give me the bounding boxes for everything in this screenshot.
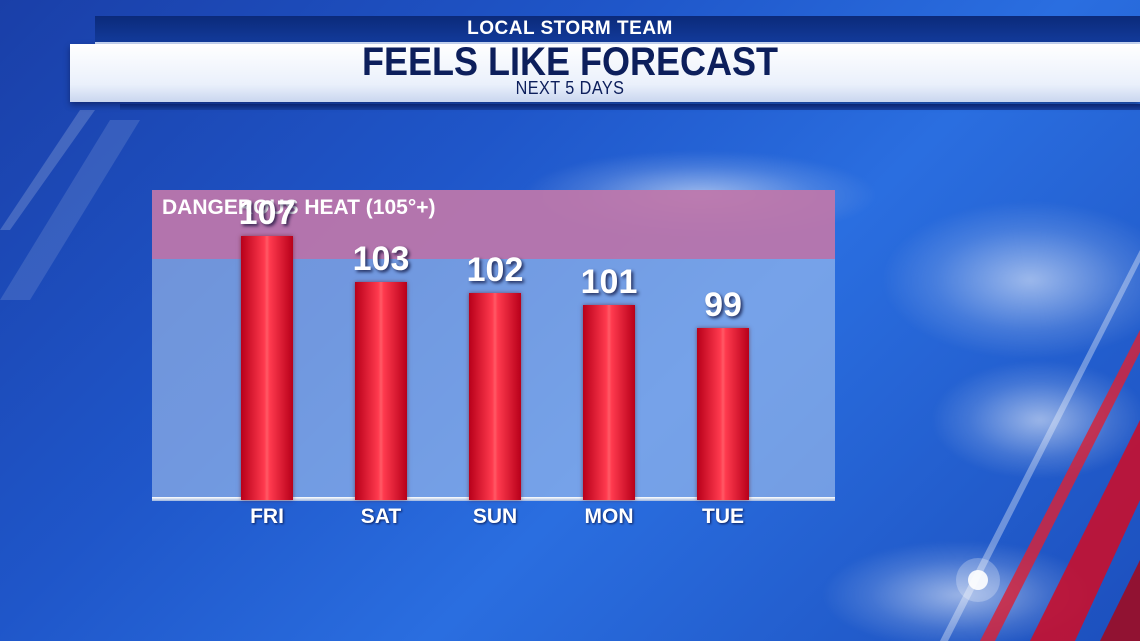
cloud-decoration <box>880 200 1140 360</box>
bar-tue <box>697 327 749 500</box>
category-label: SAT <box>360 505 402 528</box>
bar-sun <box>469 293 521 500</box>
header-top-bar <box>95 16 1140 44</box>
bar-sat <box>355 281 407 500</box>
bar-value-label: 102 <box>466 251 524 290</box>
bar-fri <box>241 235 293 500</box>
page-subtitle: NEXT 5 DAYS <box>515 78 625 98</box>
header-underline <box>120 104 1140 110</box>
bar-value-label: 103 <box>352 239 410 278</box>
brand-label: LOCAL STORM TEAM <box>467 18 673 39</box>
bar-value-label: 99 <box>704 285 742 324</box>
bar-value-label: 107 <box>238 193 296 232</box>
category-label: SUN <box>472 505 518 528</box>
bar-mon <box>583 304 635 500</box>
category-label: FRI <box>250 505 284 528</box>
category-label: TUE <box>702 505 744 528</box>
category-label: MON <box>584 505 634 528</box>
bar-value-label: 101 <box>580 262 638 301</box>
header-title-bar <box>70 44 1140 102</box>
danger-threshold-label: DANGEROUS HEAT (105°+) <box>162 196 436 219</box>
page-title: FEELS LIKE FORECAST <box>361 40 779 84</box>
